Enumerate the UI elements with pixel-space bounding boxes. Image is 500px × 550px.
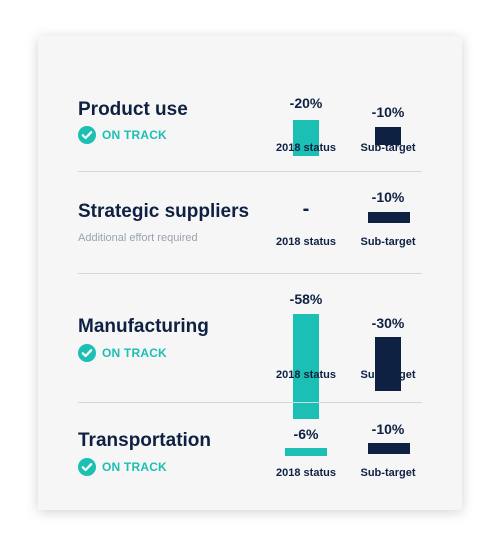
on-track-status: ON TRACK	[78, 344, 167, 362]
row-divider	[78, 402, 422, 403]
status-bar	[285, 448, 327, 456]
check-circle-icon	[78, 344, 96, 362]
row-divider	[78, 273, 422, 274]
target-axis-label: Sub-target	[360, 369, 416, 381]
status-text: ON TRACK	[102, 346, 167, 360]
on-track-status: ON TRACK	[78, 126, 167, 144]
targets-card: Product use ON TRACK -20% 2018 status -1…	[38, 36, 462, 510]
target-axis-label: Sub-target	[360, 142, 416, 154]
status-axis-label: 2018 status	[276, 467, 336, 479]
status-value-label: -58%	[289, 291, 323, 307]
target-value-label: -10%	[371, 189, 405, 205]
target-axis-label: Sub-target	[360, 236, 416, 248]
row-title: Manufacturing	[78, 316, 209, 337]
target-axis-label: Sub-target	[360, 467, 416, 479]
status-bar	[293, 314, 319, 419]
status-note: Additional effort required	[78, 232, 198, 244]
row-title: Product use	[78, 99, 188, 120]
on-track-status: ON TRACK	[78, 458, 167, 476]
check-circle-icon	[78, 126, 96, 144]
target-bar	[375, 127, 401, 145]
status-text: ON TRACK	[102, 460, 167, 474]
status-axis-label: 2018 status	[276, 369, 336, 381]
target-bar	[368, 443, 410, 454]
row-divider	[78, 171, 422, 172]
status-value-label: -20%	[289, 95, 323, 111]
status-value-label: -	[302, 198, 310, 220]
check-circle-icon	[78, 458, 96, 476]
target-value-label: -30%	[371, 315, 405, 331]
status-value-label: -6%	[293, 426, 319, 442]
row-title: Transportation	[78, 430, 212, 451]
target-bar	[375, 337, 401, 391]
status-axis-label: 2018 status	[276, 142, 336, 154]
target-value-label: -10%	[371, 104, 405, 120]
status-bar	[293, 120, 319, 156]
row-title: Strategic suppliers	[78, 201, 250, 222]
target-value-label: -10%	[371, 421, 405, 437]
status-axis-label: 2018 status	[276, 236, 336, 248]
target-bar	[368, 212, 410, 223]
status-text: ON TRACK	[102, 128, 167, 142]
